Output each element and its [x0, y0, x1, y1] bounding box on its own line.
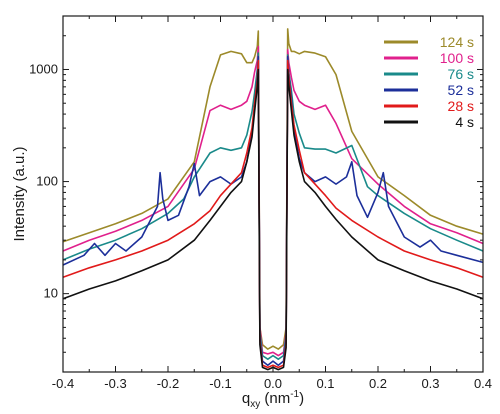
- x-axis-title-subscript: xy: [250, 399, 260, 410]
- series-line-4: [62, 55, 484, 366]
- x-tick-label: 0.0: [264, 376, 282, 391]
- series-line-3: [62, 52, 484, 360]
- x-tick-label: 0.3: [421, 376, 439, 391]
- x-axis-title-main: q: [242, 390, 250, 407]
- axis-ticks: -0.4 -0.3 -0.2 -0.1 0.0 0.1 0.2 0.3 0.4 10 100 1000: [29, 15, 492, 391]
- y-tick-label: 100: [36, 174, 58, 189]
- x-axis-title-unit-superscript: -1: [290, 389, 299, 400]
- x-tick-label: -0.1: [209, 376, 231, 391]
- legend-label: 124 s: [440, 34, 474, 50]
- series-line-1: [62, 28, 484, 350]
- x-tick-label: 0.4: [474, 376, 492, 391]
- legend-label: 52 s: [448, 82, 474, 98]
- legend-label: 76 s: [448, 66, 474, 82]
- x-axis-title: qxy (nm-1): [242, 389, 304, 410]
- x-axis-title-close: ): [299, 390, 304, 407]
- x-tick-label: -0.4: [52, 376, 74, 391]
- legend-label: 28 s: [448, 98, 474, 114]
- x-axis-title-unit: (nm: [260, 390, 290, 407]
- x-tick-label: -0.3: [104, 376, 126, 391]
- y-tick-label: 10: [44, 286, 58, 301]
- x-tick-label: -0.2: [157, 376, 179, 391]
- legend-label: 4 s: [455, 114, 474, 130]
- plot-area-frame: [62, 15, 484, 373]
- y-tick-label: 1000: [29, 61, 58, 76]
- x-tick-label: 0.1: [316, 376, 334, 391]
- x-tick-label: 0.2: [369, 376, 387, 391]
- series-lines: [62, 28, 484, 371]
- series-line-2: [62, 45, 484, 357]
- series-line-5: [62, 59, 484, 369]
- y-axis-title: Intensity (a.u.): [11, 146, 28, 241]
- legend-label: 100 s: [440, 50, 474, 66]
